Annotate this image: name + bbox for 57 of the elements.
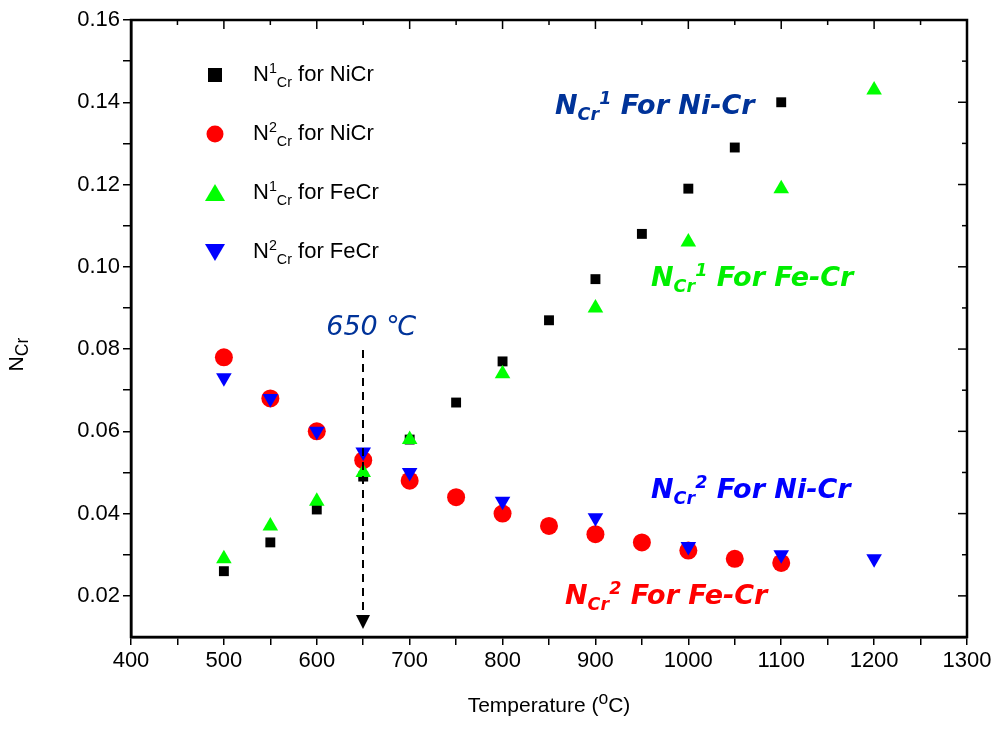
y-tick-label: 0.04	[77, 499, 120, 525]
point	[683, 183, 694, 194]
annotation: N$_{Cr}$$^{2}$ For Fe-Cr	[565, 578, 768, 615]
point	[636, 228, 647, 239]
point	[216, 373, 232, 387]
x-tick-label: 600	[298, 647, 336, 673]
point	[265, 537, 276, 548]
point	[544, 315, 554, 326]
y-tick-label: 0.06	[77, 417, 120, 443]
y-tick-label: 0.02	[77, 581, 120, 607]
point	[680, 542, 697, 556]
x-tick-label: 1200	[849, 647, 899, 673]
point	[866, 554, 882, 568]
point	[725, 549, 744, 568]
point	[214, 348, 233, 367]
point	[497, 356, 508, 367]
x-tick-label: 700	[391, 647, 429, 673]
x-tick-label: 1300	[942, 647, 992, 673]
point	[586, 525, 605, 544]
x-tick-label: 1000	[663, 647, 713, 673]
ref-line-label: 650 ℃	[326, 310, 417, 341]
x-tick-label: 1100	[757, 647, 805, 673]
point	[773, 179, 790, 194]
legend-label: N$^{1}$$_{Cr}$ for FeCr	[253, 177, 379, 208]
annotation: N$_{Cr}$$^{1}$ For Ni-Cr	[555, 88, 755, 125]
point	[218, 566, 229, 577]
y-tick-label: 0.14	[77, 88, 120, 114]
y-tick-label: 0.10	[77, 252, 120, 278]
x-tick-label: 900	[577, 647, 614, 673]
point	[262, 393, 279, 408]
point	[493, 504, 512, 523]
point	[540, 516, 558, 535]
x-tick-label: 500	[205, 647, 243, 673]
y-tick-label: 0.12	[77, 170, 120, 196]
y-tick-label: 0.08	[77, 335, 120, 361]
x-axis-title: Temperature ($^{o}$C)	[466, 688, 632, 717]
point	[308, 426, 325, 441]
point	[632, 533, 651, 552]
legend-label: N$^{1}$$_{Cr}$ for NiCr	[253, 59, 374, 90]
annotation: N$_{Cr}$$^{2}$ For Ni-Cr	[651, 472, 851, 509]
x-tick-label: 800	[484, 647, 521, 673]
point	[776, 97, 787, 108]
point	[401, 467, 418, 482]
point	[494, 496, 511, 511]
point	[866, 80, 882, 95]
point	[587, 513, 604, 527]
legend-label: N$^{2}$$_{Cr}$ for FeCr	[253, 236, 379, 267]
point	[680, 233, 697, 247]
point	[590, 274, 601, 285]
point	[729, 142, 740, 153]
point	[451, 397, 462, 408]
y-tick-label: 0.16	[77, 6, 120, 32]
point	[773, 550, 790, 564]
x-tick-label: 400	[112, 647, 150, 673]
legend-label: N$^{2}$$_{Cr}$ for NiCr	[253, 118, 374, 149]
annotation: N$_{Cr}$$^{1}$ For Fe-Cr	[651, 260, 854, 297]
point	[447, 488, 466, 507]
